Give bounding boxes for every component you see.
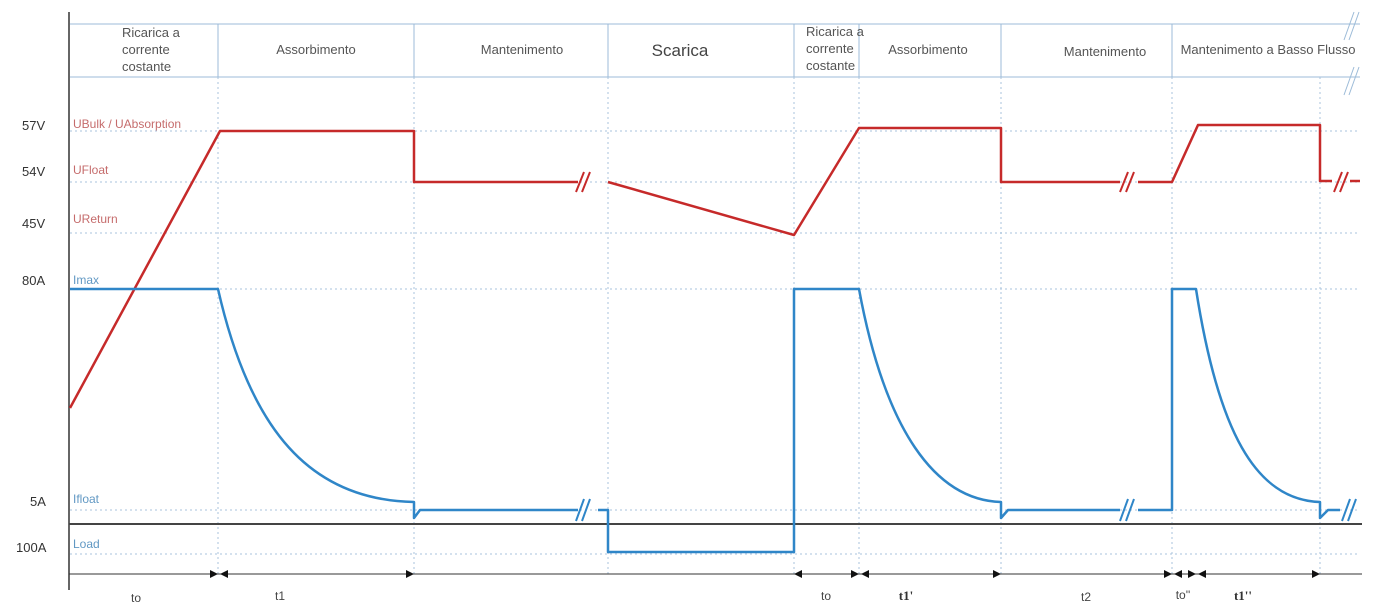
time-labels: to t1 to t1' t2 to'' t1'' (131, 588, 1252, 605)
name-ubulk: UBulk / UAbsorption (73, 117, 181, 131)
voltage-curve (68, 123, 1360, 409)
current-curve (70, 287, 1357, 554)
level-labels: 57V 54V 45V 80A 5A 100A (16, 118, 47, 555)
curve-names: UBulk / UAbsorption UFloat UReturn Imax … (73, 117, 181, 551)
phase-header: Ricarica a corrente costante Assorbiment… (70, 11, 1360, 96)
level-100a: 100A (16, 540, 47, 555)
time-label-to3: to'' (1176, 588, 1191, 602)
phase-mant2-label: Mantenimento (1064, 44, 1146, 59)
phase-cc2-line2: corrente (806, 41, 854, 56)
phase-cc2-line1: Ricarica a (806, 24, 865, 39)
time-label-to2: to (821, 589, 831, 603)
level-5a: 5A (30, 494, 46, 509)
name-ifloat: Ifloat (73, 492, 100, 506)
time-arrows (210, 570, 1320, 578)
level-54v: 54V (22, 164, 45, 179)
time-label-to1: to (131, 591, 141, 605)
level-57v: 57V (22, 118, 45, 133)
level-45v: 45V (22, 216, 45, 231)
phase-cc1-line3: costante (122, 59, 171, 74)
phase-mant1-label: Mantenimento (481, 42, 563, 57)
phase-scarica-label: Scarica (652, 41, 709, 60)
level-80a: 80A (22, 273, 45, 288)
name-imax: Imax (73, 273, 99, 287)
time-label-t1: t1 (275, 589, 285, 603)
time-label-t2: t2 (1081, 590, 1091, 604)
phase-abs2-label: Assorbimento (888, 42, 967, 57)
phase-abs1-label: Assorbimento (276, 42, 355, 57)
time-label-t1pp: t1'' (1234, 588, 1252, 603)
phase-cc1-line1: Ricarica a (122, 25, 181, 40)
phase-cc2-line3: costante (806, 58, 855, 73)
name-load: Load (73, 537, 100, 551)
level-grid (70, 130, 1360, 555)
name-ufloat: UFloat (73, 163, 109, 177)
phase-lowflow-label: Mantenimento a Basso Flusso (1181, 42, 1356, 57)
phase-cc1-line2: corrente (122, 42, 170, 57)
name-ureturn: UReturn (73, 212, 118, 226)
time-label-t1p: t1' (899, 588, 913, 603)
